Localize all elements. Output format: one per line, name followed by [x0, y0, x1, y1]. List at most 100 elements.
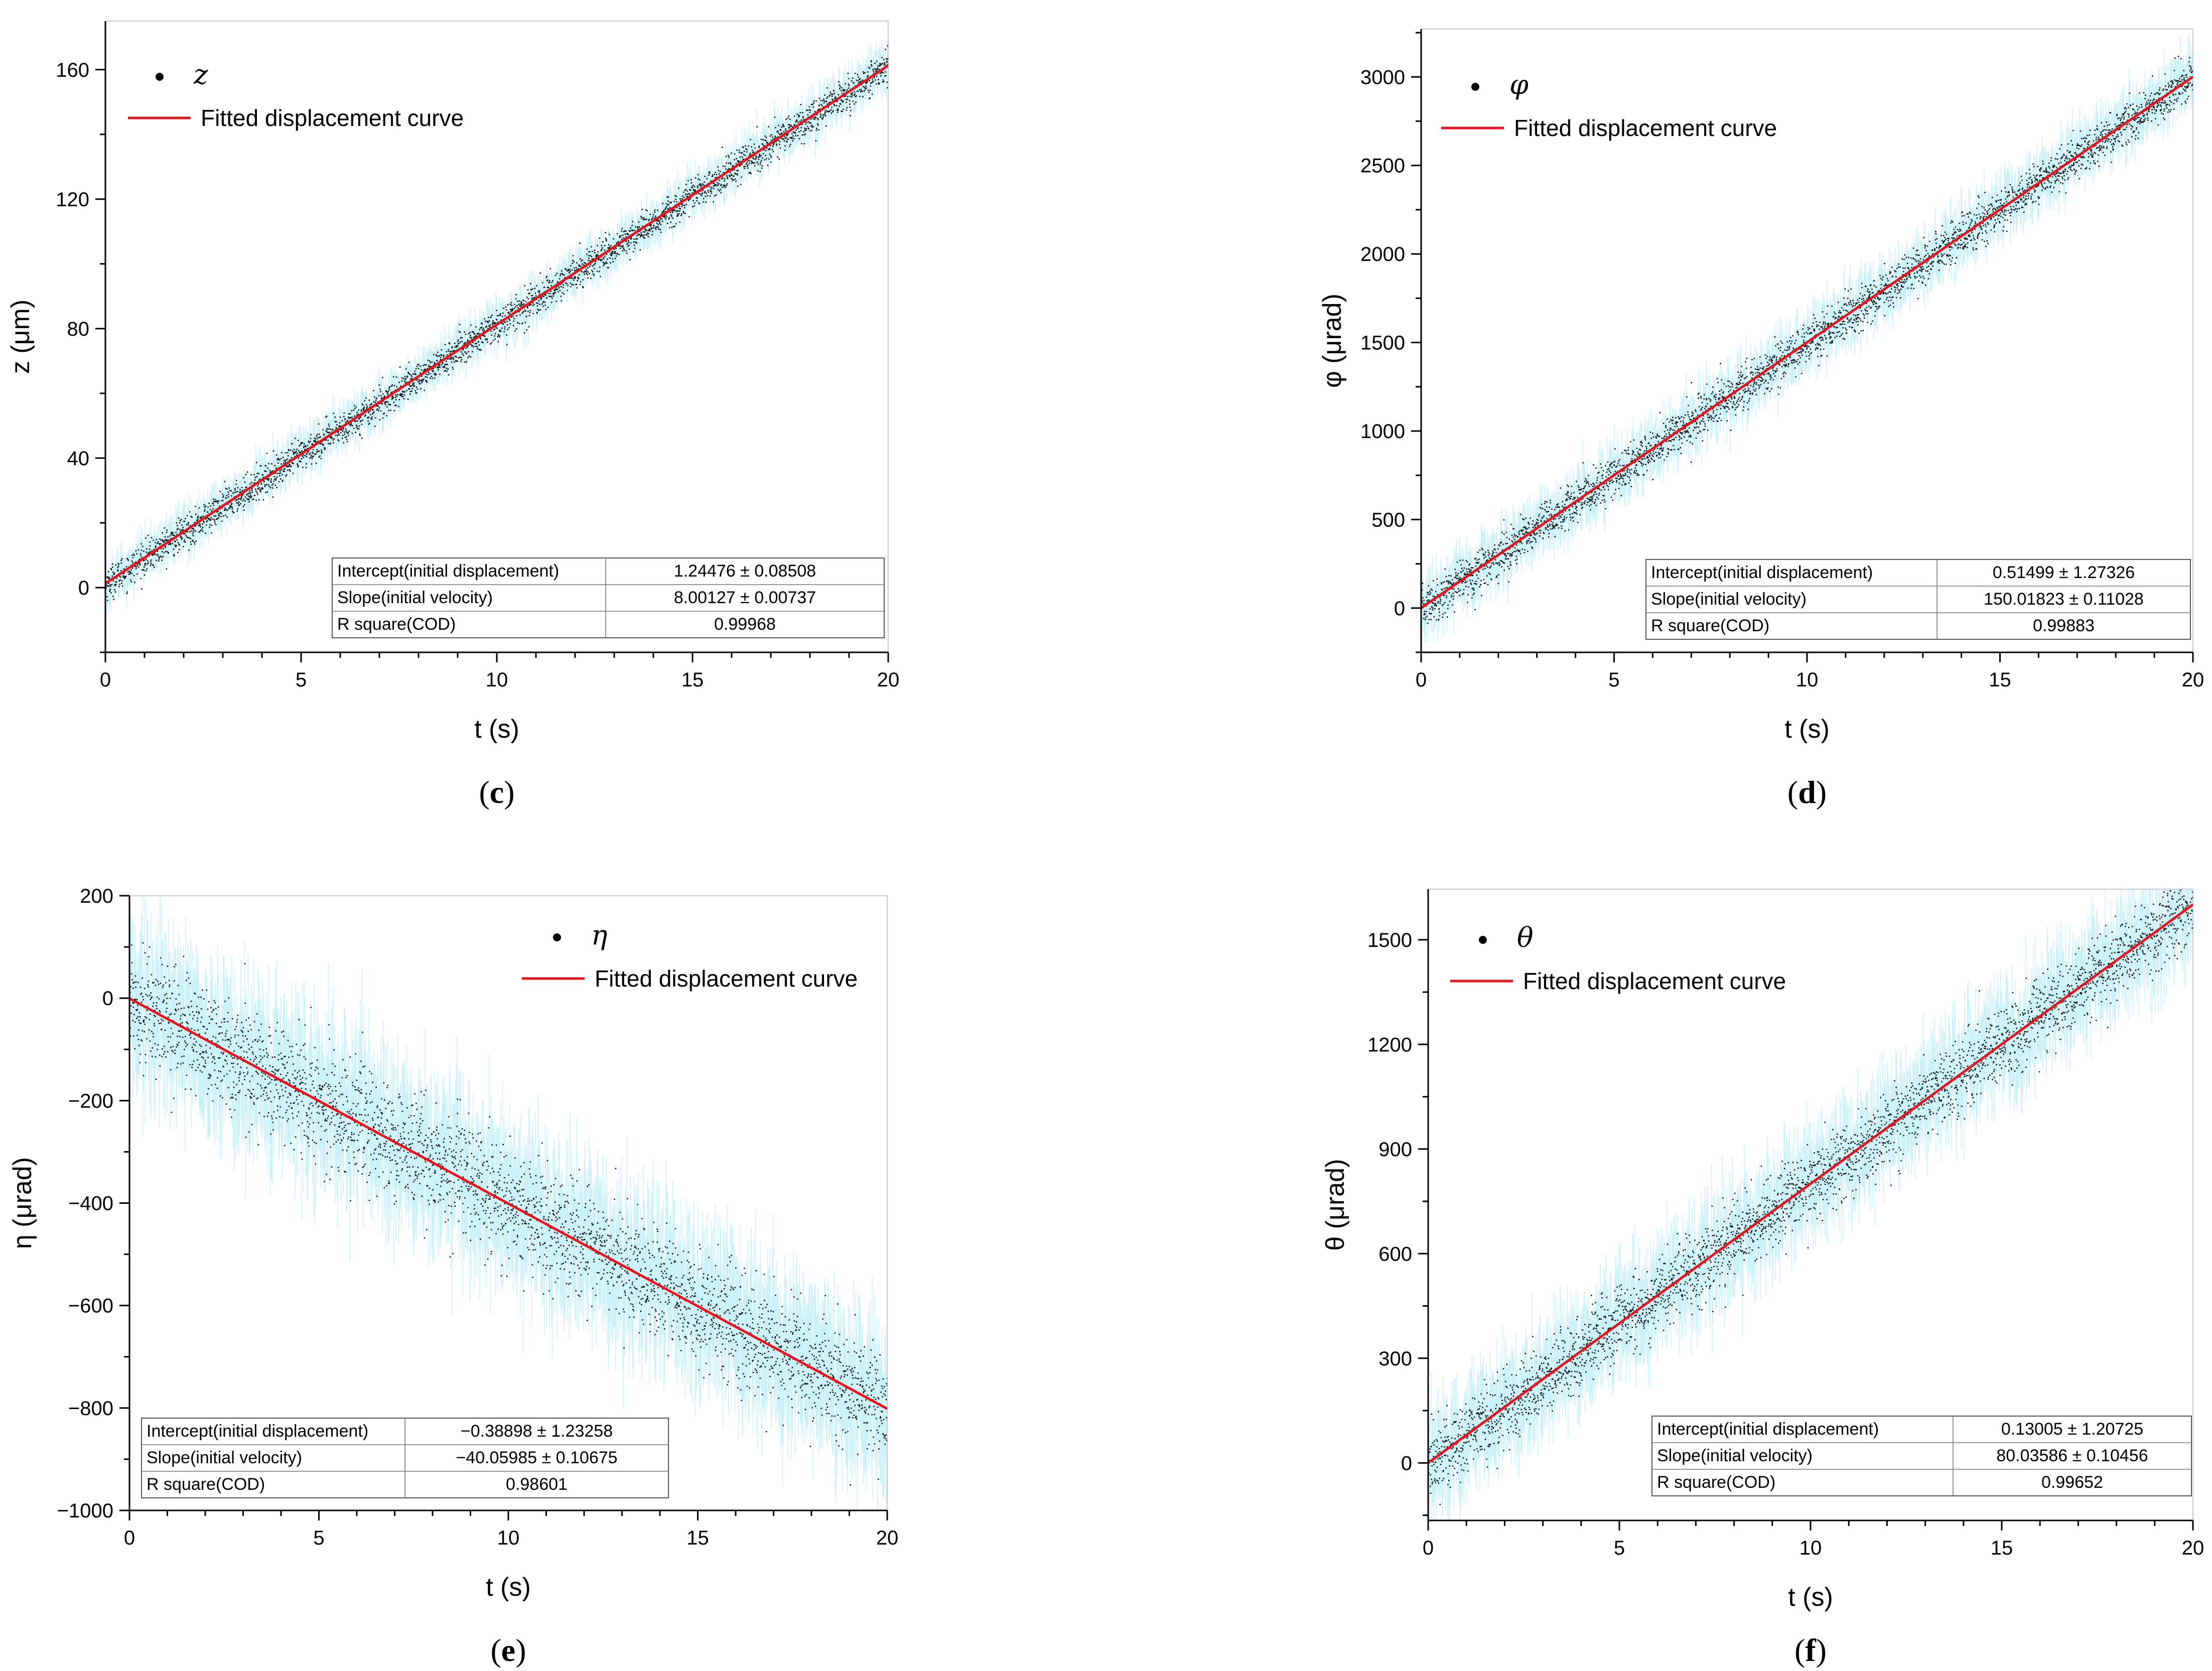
x-tick-label: 20 — [876, 1527, 899, 1549]
y-tick-label: 1000 — [1360, 421, 1405, 443]
y-tick-label: 160 — [56, 59, 89, 81]
stats-label: Intercept(initial displacement) — [337, 562, 559, 581]
legend: φ Fitted displacement curve — [1441, 69, 1777, 141]
x-tick-label: 5 — [1608, 669, 1619, 691]
stats-label: R square(COD) — [337, 615, 456, 634]
legend-fit-label: Fitted displacement curve — [595, 965, 858, 992]
x-tick-label: 20 — [2182, 1537, 2204, 1559]
y-tick-label: 40 — [67, 448, 90, 470]
stats-value: 0.98601 — [506, 1475, 568, 1494]
x-tick-label: 20 — [2182, 669, 2204, 691]
x-tick-label: 15 — [681, 669, 704, 691]
x-tick-label: 0 — [1423, 1537, 1434, 1559]
stats-label: R square(COD) — [147, 1475, 265, 1494]
y-tick-label: 3000 — [1360, 66, 1405, 88]
legend-series-label: θ — [1517, 922, 1534, 953]
chart-panel-e: 0 5 10 15 20 −1000 −800 −600 −400 −200 0 200 t (s) η … — [8, 885, 899, 1668]
x-tick-label: 10 — [486, 669, 508, 691]
data-series — [1421, 34, 2193, 643]
stats-value: 0.99883 — [2033, 616, 2095, 635]
y-tick-label: 1500 — [1360, 332, 1405, 354]
legend-fit-label: Fitted displacement curve — [201, 105, 464, 131]
panel-label: (d) — [1787, 774, 1827, 810]
stats-value: 0.51499 ± 1.27326 — [1993, 563, 2135, 582]
y-tick-label: −600 — [68, 1295, 113, 1317]
x-tick-label: 15 — [1991, 1537, 2013, 1559]
stats-table-frame — [1651, 1416, 2192, 1496]
x-axis-title: t (s) — [474, 715, 519, 744]
chart-panel-c: 0 5 10 15 20 0 40 80 120 160 t (s) z (μm) z Fitted di… — [6, 20, 900, 810]
x-tick-label: 5 — [1614, 1537, 1625, 1559]
y-tick-label: −400 — [68, 1193, 113, 1215]
data-series — [105, 39, 888, 618]
y-tick-label: 1500 — [1367, 929, 1412, 951]
fitted-line — [105, 64, 888, 585]
legend: θ Fitted displacement curve — [1450, 922, 1786, 994]
fitted-line — [129, 997, 887, 1410]
legend-series-label: φ — [1509, 69, 1529, 100]
stats-table: Intercept(initial displacement) 0.13005 ±… — [1651, 1416, 2192, 1496]
data-series — [129, 896, 887, 1510]
y-tick-label: 2000 — [1360, 243, 1405, 265]
stats-label: Slope(initial velocity) — [147, 1448, 302, 1467]
y-tick-label: 900 — [1378, 1139, 1412, 1161]
stats-label: Intercept(initial displacement) — [1651, 563, 1873, 582]
x-tick-label: 0 — [124, 1527, 135, 1549]
legend: η Fitted displacement curve — [522, 919, 858, 992]
chart-panel-d: 0 5 10 15 20 0 500 1000 1500 2000 2500 3000 t (s) φ (… — [1318, 28, 2204, 810]
stats-label: Slope(initial velocity) — [337, 588, 493, 607]
panel-label: (f) — [1794, 1632, 1827, 1668]
stats-value: −0.38898 ± 1.23258 — [461, 1422, 613, 1441]
stats-label: Intercept(initial displacement) — [1657, 1420, 1879, 1439]
x-tick-label: 10 — [1800, 1537, 1822, 1559]
y-axis-title: η (μrad) — [8, 1157, 37, 1249]
y-tick-label: 200 — [80, 885, 113, 907]
legend-series-label: z — [193, 59, 208, 90]
legend-dot-icon — [553, 933, 561, 941]
y-axis-title: z (μm) — [6, 300, 35, 374]
stats-value: 8.00127 ± 0.00737 — [674, 588, 816, 607]
panel-label: (c) — [479, 774, 514, 810]
stats-value: −40.05985 ± 0.10675 — [456, 1448, 617, 1467]
x-tick-label: 5 — [313, 1527, 324, 1549]
stats-value: 150.01823 ± 0.11028 — [1984, 590, 2144, 609]
stats-label: R square(COD) — [1651, 616, 1769, 635]
x-axis-title: t (s) — [486, 1573, 531, 1602]
fitted-line — [1421, 75, 2193, 609]
y-tick-label: 1200 — [1367, 1034, 1412, 1056]
legend-fit-label: Fitted displacement curve — [1514, 115, 1777, 141]
stats-value: 0.13005 ± 1.20725 — [2001, 1420, 2143, 1439]
stats-value: 0.99652 — [2041, 1473, 2103, 1492]
y-tick-label: −800 — [68, 1398, 113, 1420]
stats-label: Intercept(initial displacement) — [147, 1422, 368, 1441]
x-tick-label: 15 — [1989, 669, 2011, 691]
legend-fit-label: Fitted displacement curve — [1523, 968, 1786, 994]
y-axis-title: θ (μrad) — [1321, 1159, 1350, 1250]
stats-table: Intercept(initial displacement) 0.51499 ±… — [1645, 559, 2191, 640]
stats-table: Intercept(initial displacement) −0.38898 … — [141, 1418, 669, 1498]
legend-dot-icon — [156, 73, 164, 81]
stats-value: 1.24476 ± 0.08508 — [674, 562, 816, 581]
y-tick-label: −1000 — [57, 1500, 113, 1522]
y-axis-title: φ (μrad) — [1318, 294, 1347, 388]
legend: z Fitted displacement curve — [128, 59, 464, 131]
x-tick-label: 0 — [1416, 669, 1427, 691]
x-tick-label: 10 — [497, 1527, 520, 1549]
x-axis-title: t (s) — [1784, 715, 1830, 744]
x-tick-label: 0 — [100, 669, 111, 691]
y-tick-label: −200 — [68, 1090, 113, 1112]
y-tick-label: 0 — [1394, 598, 1405, 620]
data-points — [1421, 56, 2193, 624]
legend-dot-icon — [1471, 83, 1479, 91]
x-tick-label: 20 — [877, 669, 900, 691]
legend-series-label: η — [591, 919, 607, 951]
stats-value: 0.99968 — [714, 615, 776, 634]
y-tick-label: 300 — [1378, 1348, 1412, 1370]
panel-label: (e) — [490, 1632, 526, 1668]
y-tick-label: 2500 — [1360, 155, 1405, 177]
y-tick-label: 600 — [1378, 1243, 1412, 1265]
data-series — [1428, 889, 2193, 1520]
x-axis-title: t (s) — [1788, 1583, 1833, 1612]
stats-table-frame — [1645, 559, 2191, 640]
